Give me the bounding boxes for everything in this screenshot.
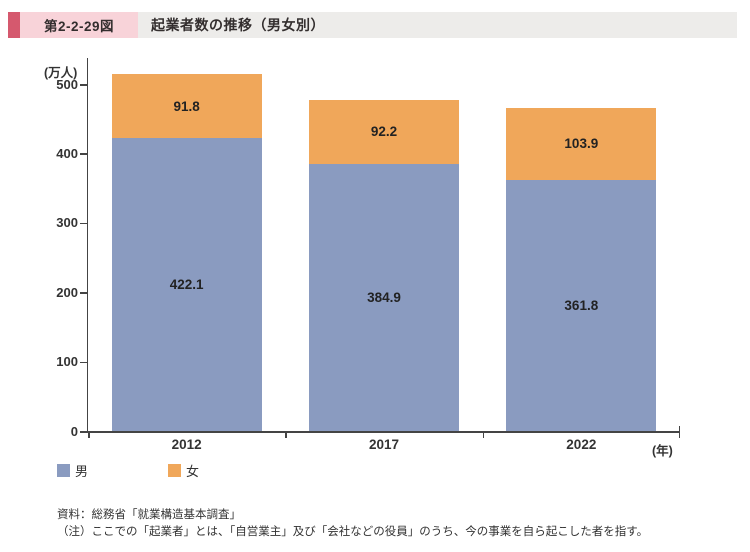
y-axis-line xyxy=(86,58,88,433)
x-tick-mark xyxy=(285,432,287,438)
bar-segment-女-2017: 92.2 xyxy=(309,99,459,164)
x-axis-line xyxy=(86,431,680,433)
y-axis-unit-label: (万人) xyxy=(44,66,78,80)
bar-segment-男-2022: 361.8 xyxy=(506,179,657,431)
legend-item-female: 女 xyxy=(168,461,199,480)
header-accent-bar xyxy=(8,12,20,38)
y-tick-mark xyxy=(80,361,87,364)
y-tick-label: 400 xyxy=(56,145,78,161)
bar-segment-女-2012: 91.8 xyxy=(111,74,262,139)
x-axis-end-tick xyxy=(678,426,680,431)
legend-swatch-male xyxy=(57,464,70,477)
y-tick-label: 0 xyxy=(70,423,78,439)
y-tick-mark xyxy=(80,292,87,294)
y-tick-label: 100 xyxy=(56,354,78,370)
y-tick-label: 500 xyxy=(56,76,78,92)
y-tick-mark xyxy=(80,153,87,155)
figure-title: 起業者数の推移（男女別） xyxy=(138,12,737,38)
definition-note: （注）ここでの「起業者」とは、「自営業主」及び「会社などの役員」のうち、今の事業… xyxy=(57,526,649,538)
x-axis-unit-label: (年) xyxy=(652,444,673,458)
bar-segment-女-2022: 103.9 xyxy=(506,107,657,180)
source-note: 資料：総務省「就業構造基本調査」 xyxy=(57,509,241,521)
x-category-label: 2017 xyxy=(368,437,400,452)
x-tick-mark xyxy=(678,432,680,438)
legend-item-male: 男 xyxy=(57,461,88,480)
y-tick-label: 200 xyxy=(56,284,78,300)
legend-label-male: 男 xyxy=(75,464,89,479)
figure-header: 第2-2-29図 起業者数の推移（男女別） xyxy=(8,12,737,38)
legend-label-female: 女 xyxy=(186,464,200,479)
x-category-label: 2022 xyxy=(566,437,597,452)
x-tick-mark xyxy=(88,432,90,438)
bar-segment-男-2012: 422.1 xyxy=(111,138,262,431)
x-category-label: 2012 xyxy=(171,437,202,452)
y-tick-mark xyxy=(80,222,87,225)
figure-number-badge: 第2-2-29図 xyxy=(20,12,138,38)
x-tick-mark xyxy=(482,432,485,438)
legend-swatch-female xyxy=(168,464,181,477)
y-tick-mark xyxy=(80,84,87,86)
bar-segment-男-2017: 384.9 xyxy=(309,163,459,431)
y-tick-label: 300 xyxy=(56,215,78,231)
y-tick-mark xyxy=(80,431,87,433)
